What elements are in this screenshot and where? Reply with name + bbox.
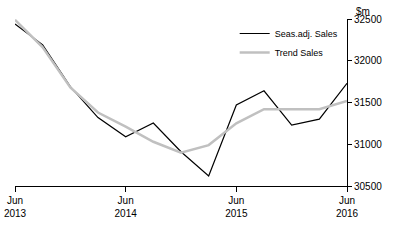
svg-text:Jun2015: Jun2015 [225,195,248,219]
svg-text:30500: 30500 [354,181,382,192]
svg-text:Jun2016: Jun2016 [336,195,359,219]
svg-text:Seas.adj. Sales: Seas.adj. Sales [275,29,338,39]
svg-text:$m: $m [356,6,370,17]
svg-text:Jun2013: Jun2013 [4,195,27,219]
svg-text:32500: 32500 [354,14,382,25]
svg-text:Jun2014: Jun2014 [115,195,138,219]
svg-text:31500: 31500 [354,97,382,108]
svg-text:32000: 32000 [354,55,382,66]
svg-text:Trend Sales: Trend Sales [275,48,324,58]
svg-text:31000: 31000 [354,139,382,150]
